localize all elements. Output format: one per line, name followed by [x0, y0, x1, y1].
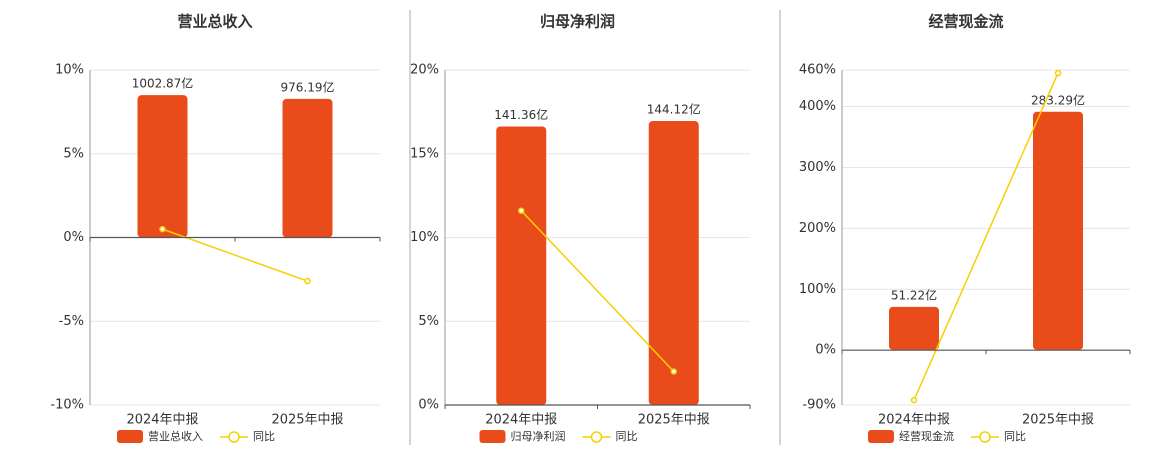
data-label: 283.29亿: [1031, 92, 1085, 107]
legend-label: 同比: [1004, 430, 1026, 443]
line-point: [910, 396, 918, 404]
y-tick-label: 5%: [418, 314, 439, 329]
bar: [648, 120, 699, 405]
data-label: 1002.87亿: [132, 76, 194, 91]
data-label: 144.12亿: [647, 101, 701, 116]
data-label: 976.19亿: [281, 79, 335, 94]
line-point: [1054, 69, 1062, 77]
chart-title: 营业总收入: [177, 13, 252, 31]
x-tick-label: 2024年中报: [126, 413, 198, 428]
y-tick-label: 0%: [63, 230, 84, 245]
y-tick-label: 10%: [55, 63, 84, 78]
x-tick-label: 2025年中报: [1022, 413, 1094, 428]
y-tick-label: -10%: [50, 398, 84, 413]
y-tick-label: 15%: [410, 146, 439, 161]
legend-label: 营业总收入: [148, 429, 203, 443]
y-tick-label: 0%: [815, 343, 836, 358]
bar: [889, 306, 939, 350]
legend-marker: [228, 431, 240, 443]
x-tick-label: 2024年中报: [485, 413, 557, 428]
y-tick-label: 460%: [799, 63, 836, 78]
y-tick-label: 300%: [799, 160, 836, 175]
legend-swatch: [868, 430, 894, 443]
y-tick-label: 5%: [63, 146, 84, 161]
y-tick-label: 400%: [799, 99, 836, 114]
legend-label: 同比: [616, 430, 638, 443]
legend-swatch: [117, 430, 143, 443]
line-point: [304, 277, 311, 285]
line-point: [670, 368, 677, 375]
data-label: 51.22亿: [891, 287, 937, 302]
chart-title: 归母净利润: [540, 13, 615, 31]
y-tick-label: -5%: [59, 314, 84, 329]
y-tick-label: 100%: [799, 282, 836, 297]
line: [520, 210, 675, 373]
line-point: [159, 225, 166, 233]
chart-title: 经营现金流: [928, 13, 1003, 31]
legend-label: 归母净利润: [511, 429, 566, 443]
y-tick-label: 0%: [418, 398, 439, 413]
data-label: 141.36亿: [494, 107, 548, 122]
y-tick-label: 20%: [410, 63, 439, 78]
legend-swatch: [479, 430, 506, 443]
bar: [282, 98, 333, 238]
line: [913, 72, 1059, 401]
y-tick-label: 10%: [410, 230, 439, 245]
legend-label: 同比: [253, 430, 275, 443]
y-tick-label: -90%: [802, 398, 836, 413]
legend-label: 经营现金流: [899, 429, 954, 443]
line-point: [518, 207, 525, 214]
legend-marker: [590, 431, 603, 443]
bar: [1033, 111, 1083, 350]
bar: [496, 126, 547, 405]
bar: [137, 95, 188, 238]
x-tick-label: 2024年中报: [878, 413, 950, 428]
legend-marker: [979, 431, 991, 443]
x-tick-label: 2025年中报: [271, 413, 343, 428]
x-tick-label: 2025年中报: [638, 413, 710, 428]
y-tick-label: 200%: [799, 221, 836, 236]
